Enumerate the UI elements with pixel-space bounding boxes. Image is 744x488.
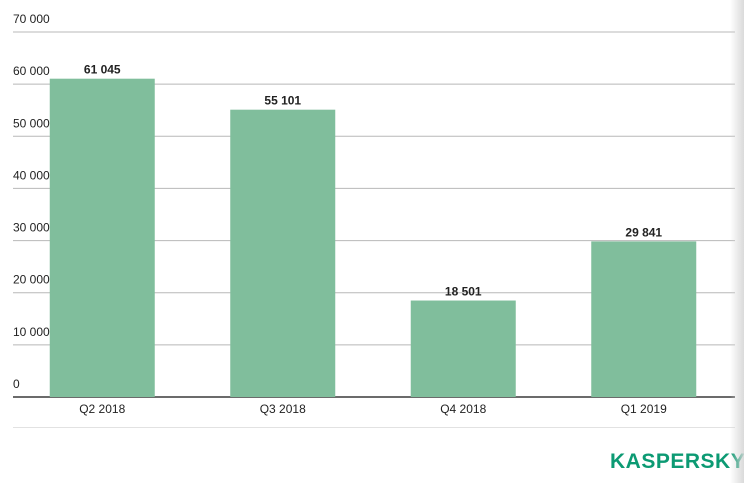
- bar: [591, 241, 697, 397]
- data-label: 55 101: [264, 94, 301, 108]
- y-tick-label: 60 000: [13, 64, 50, 78]
- x-tick-label: Q4 2018: [440, 402, 486, 416]
- y-tick-label: 50 000: [13, 116, 50, 130]
- y-tick-label: 0: [13, 377, 20, 391]
- y-tick-label: 70 000: [13, 12, 50, 26]
- bar: [230, 109, 336, 397]
- y-tick-label: 30 000: [13, 221, 50, 235]
- bar: [49, 78, 155, 397]
- kaspersky-lab-logo: KASPERSKY lab: [610, 446, 744, 472]
- x-tick-label: Q3 2018: [260, 402, 306, 416]
- bars: [49, 78, 697, 397]
- x-tick-label: Q1 2019: [621, 402, 667, 416]
- y-tick-label: 40 000: [13, 168, 50, 182]
- y-tick-label: 20 000: [13, 273, 50, 287]
- data-label: 18 501: [445, 285, 482, 299]
- data-label: 29 841: [625, 225, 662, 239]
- y-tick-label: 10 000: [13, 325, 50, 339]
- footer-divider: [13, 427, 735, 428]
- data-label: 61 045: [84, 63, 121, 77]
- x-tick-label: Q2 2018: [79, 402, 125, 416]
- labels: 0 10 000 20 000 30 000 40 000 50 000 60 000 70 …: [13, 12, 667, 416]
- bar: [410, 300, 516, 397]
- logo-wordmark: KASPERSKY: [610, 450, 744, 473]
